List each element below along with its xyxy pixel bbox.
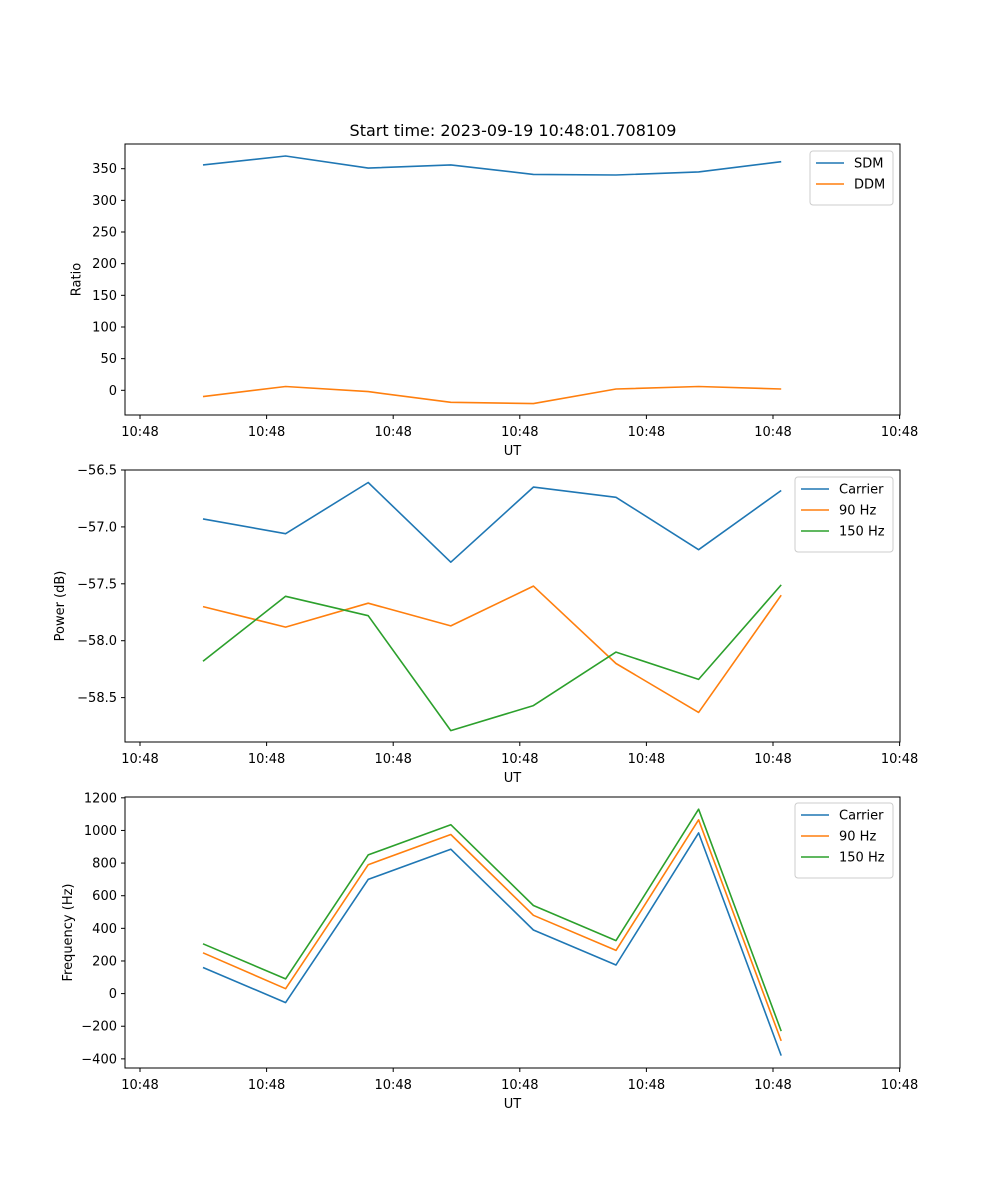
y-tick-label: −58.0 (77, 634, 117, 649)
x-tick-label: 10:48 (628, 1078, 665, 1093)
y-tick-label: 300 (92, 194, 117, 209)
y-tick-label: 1200 (84, 791, 117, 806)
y-tick-label: 0 (109, 987, 117, 1002)
chart-power: 10:4810:4810:4810:4810:4810:4810:4810:49… (53, 464, 918, 787)
y-axis-label: Frequency (Hz) (61, 883, 76, 981)
figure-title: Start time: 2023-09-19 10:48:01.708109 (350, 121, 677, 140)
series-lines (202, 481, 782, 732)
legend-entry: 150 Hz (839, 851, 885, 866)
x-tick-label: 10:48 (248, 752, 285, 767)
chart-ratio: 10:4810:4810:4810:4810:4810:4810:4810:49… (69, 143, 918, 459)
x-tick-label: 10:48 (121, 752, 158, 767)
legend: Carrier 90 Hz 150 Hz (794, 802, 894, 879)
legend-entry: Carrier (839, 483, 884, 498)
y-tick-label: 250 (92, 226, 117, 241)
chart-frequency: 10:4810:4810:4810:4810:4810:4810:4810:49… (61, 791, 918, 1112)
y-tick-label: −57.0 (77, 520, 117, 535)
x-axis-label: UT (504, 444, 522, 459)
y-tick-label: 200 (92, 954, 117, 969)
chart-panels: 10:4810:4810:4810:4810:4810:4810:4810:49… (53, 143, 918, 1112)
series-line-sdm (202, 155, 782, 176)
legend-entry: 90 Hz (839, 504, 876, 519)
x-tick-label: 10:48 (881, 1078, 918, 1093)
x-tick-label: 10:48 (374, 1078, 411, 1093)
y-tick-label: 350 (92, 162, 117, 177)
x-tick-label: 10:48 (248, 1078, 285, 1093)
y-tick-label: 200 (92, 257, 117, 272)
axes-frame (124, 796, 901, 1069)
x-tick-label: 10:48 (628, 752, 665, 767)
legend-entry: SDM (854, 157, 883, 172)
legend-box (794, 476, 894, 553)
series-line-carrier (202, 832, 782, 1056)
legend: SDM DDM (809, 150, 894, 206)
series-line-carrier (202, 481, 782, 564)
legend-entry: Carrier (839, 809, 884, 824)
y-tick-label: −56.5 (77, 464, 117, 479)
x-tick-label: 10:48 (628, 425, 665, 440)
legend: Carrier 90 Hz 150 Hz (794, 476, 894, 553)
x-tick-label: 10:48 (881, 752, 918, 767)
series-lines (202, 155, 782, 405)
x-tick-label: 10:48 (754, 425, 791, 440)
y-tick-label: 100 (92, 320, 117, 335)
x-tick-label: 10:48 (374, 752, 411, 767)
series-line-150-hz (202, 584, 782, 732)
series-line-90-hz (202, 818, 782, 1042)
x-tick-label: 10:48 (121, 1078, 158, 1093)
y-tick-label: 0 (109, 384, 117, 399)
axes-frame (124, 143, 901, 416)
y-tick-label: −58.5 (77, 691, 117, 706)
y-tick-label: 400 (92, 922, 117, 937)
y-tick-label: 50 (100, 352, 117, 367)
y-axis-label: Ratio (69, 263, 84, 296)
x-tick-label: 10:48 (501, 752, 538, 767)
x-tick-label: 10:48 (374, 425, 411, 440)
y-tick-label: −200 (81, 1020, 117, 1035)
x-tick-label: 10:48 (754, 1078, 791, 1093)
legend-entry: 90 Hz (839, 830, 876, 845)
y-tick-label: 800 (92, 857, 117, 872)
x-axis-label: UT (504, 771, 522, 786)
axes-frame (124, 469, 901, 743)
legend-box (794, 802, 894, 879)
legend-box (809, 150, 894, 206)
x-tick-label: 10:48 (501, 1078, 538, 1093)
y-tick-label: 600 (92, 889, 117, 904)
y-tick-label: 1000 (84, 824, 117, 839)
legend-entry: 150 Hz (839, 525, 885, 540)
x-tick-label: 10:48 (248, 425, 285, 440)
y-tick-label: −400 (81, 1052, 117, 1067)
y-tick-label: −57.5 (77, 577, 117, 592)
series-line-150-hz (202, 808, 782, 1032)
legend-entry: DDM (854, 178, 885, 193)
x-tick-label: 10:48 (881, 425, 918, 440)
y-axis-label: Power (dB) (53, 571, 68, 642)
x-tick-label: 10:48 (501, 425, 538, 440)
x-tick-label: 10:48 (754, 752, 791, 767)
series-line-90-hz (202, 585, 782, 714)
series-line-ddm (202, 385, 782, 405)
y-tick-label: 150 (92, 289, 117, 304)
x-axis-label: UT (504, 1097, 522, 1112)
series-lines (202, 808, 782, 1056)
x-tick-label: 10:48 (121, 425, 158, 440)
